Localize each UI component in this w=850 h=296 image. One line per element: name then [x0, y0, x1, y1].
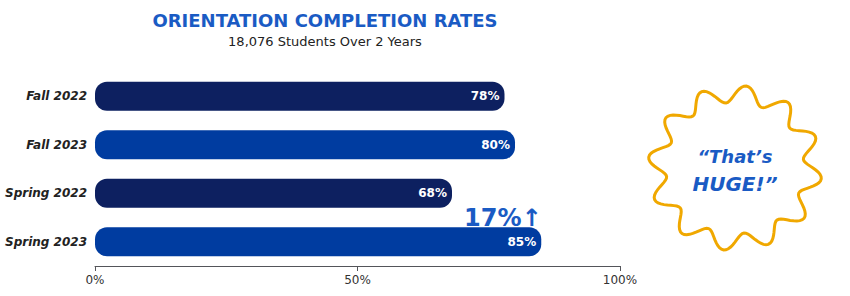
svg-text:78%: 78% — [471, 89, 500, 103]
svg-text:80%: 80% — [481, 138, 510, 152]
svg-text:85%: 85% — [508, 235, 537, 249]
svg-text:68%: 68% — [418, 186, 447, 200]
svg-text:Spring 2023: Spring 2023 — [5, 235, 87, 249]
svg-text:“That’s: “That’s — [698, 146, 773, 167]
svg-text:ORIENTATION COMPLETION RATES: ORIENTATION COMPLETION RATES — [152, 10, 497, 31]
svg-text:50%: 50% — [344, 273, 371, 287]
svg-text:HUGE!”: HUGE!” — [692, 172, 777, 196]
svg-text:Spring 2022: Spring 2022 — [5, 186, 87, 200]
svg-text:100%: 100% — [603, 273, 637, 287]
svg-text:0%: 0% — [85, 273, 104, 287]
svg-text:Fall 2023: Fall 2023 — [26, 138, 87, 152]
svg-text:Fall 2022: Fall 2022 — [26, 89, 87, 103]
svg-text:18,076 Students Over 2 Years: 18,076 Students Over 2 Years — [228, 34, 422, 49]
svg-text:17%↑: 17%↑ — [464, 204, 542, 232]
